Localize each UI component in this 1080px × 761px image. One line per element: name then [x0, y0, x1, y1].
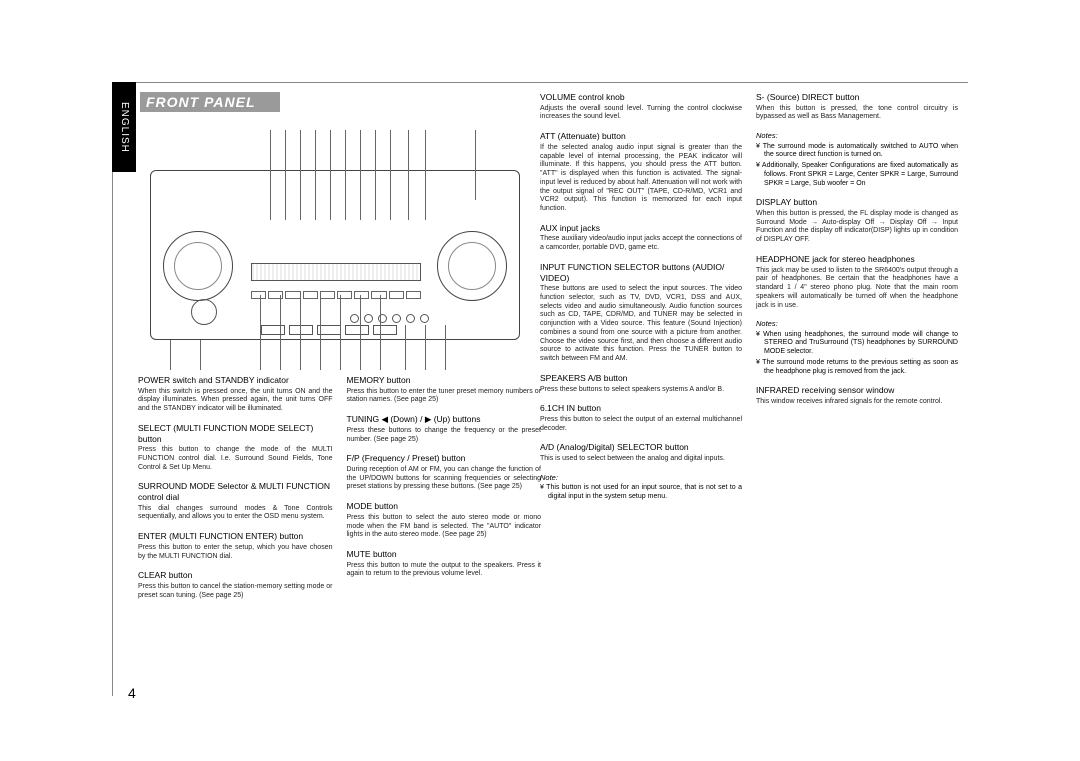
note-bullet: ¥ Additionally, Speaker Configurations a…	[756, 162, 958, 188]
section-heading: MUTE button	[347, 549, 542, 560]
section-heading: TUNING ◀ (Down) / ▶ (Up) buttons	[347, 414, 542, 425]
front-panel-diagram	[150, 130, 520, 360]
section-heading: POWER switch and STANDBY indicator	[138, 375, 333, 386]
section: S- (Source) DIRECT button When this butto…	[756, 92, 958, 122]
column-1: POWER switch and STANDBY indicator When t…	[138, 375, 333, 609]
section: POWER switch and STANDBY indicator When t…	[138, 375, 333, 414]
section-body: Press this button to enter the setup, wh…	[138, 544, 333, 562]
section-heading: SURROUND MODE Selector & MULTI FUNCTION …	[138, 481, 333, 502]
section-body: Press this button to enter the tuner pre…	[347, 388, 542, 406]
section-body: When this button is pressed, the FL disp…	[756, 210, 958, 245]
section-heading: S- (Source) DIRECT button	[756, 92, 958, 103]
section-body: If the selected analog audio input signa…	[540, 144, 742, 214]
section-heading: F/P (Frequency / Preset) button	[347, 453, 542, 464]
section-body: Press this button to change the mode of …	[138, 446, 333, 472]
section-heading: DISPLAY button	[756, 197, 958, 208]
section-body: These buttons are used to select the inp…	[540, 285, 742, 364]
section: MEMORY button Press this button to enter …	[347, 375, 542, 405]
section: MUTE button Press this button to mute the…	[347, 549, 542, 579]
section-heading: MEMORY button	[347, 375, 542, 386]
section: TUNING ◀ (Down) / ▶ (Up) buttons Press th…	[347, 414, 542, 444]
section-heading: ATT (Attenuate) button	[540, 131, 742, 142]
section: MODE button Press this button to select t…	[347, 501, 542, 540]
note-bullet: ¥ The surround mode returns to the previ…	[756, 359, 958, 377]
section-body: When this button is pressed, the tone co…	[756, 105, 958, 123]
section: CLEAR button Press this button to cancel …	[138, 570, 333, 600]
column-2: MEMORY button Press this button to enter …	[347, 375, 542, 609]
notes-label: Notes:	[756, 131, 958, 140]
section-heading: ENTER (MULTI FUNCTION ENTER) button	[138, 531, 333, 542]
section: INPUT FUNCTION SELECTOR buttons (AUDIO/ …	[540, 262, 742, 364]
section-heading: AUX input jacks	[540, 223, 742, 234]
note-bullet: ¥ The surround mode is automatically swi…	[756, 143, 958, 161]
section: F/P (Frequency / Preset) button During re…	[347, 453, 542, 492]
language-tab: ENGLISH	[112, 82, 136, 172]
section: VOLUME control knob Adjusts the overall s…	[540, 92, 742, 122]
section-body: Press this button to mute the output to …	[347, 562, 542, 580]
notes-label: Notes:	[756, 319, 958, 328]
section-heading: SELECT (MULTI FUNCTION MODE SELECT) butt…	[138, 423, 333, 444]
section: SELECT (MULTI FUNCTION MODE SELECT) butt…	[138, 423, 333, 473]
section-title: FRONT PANEL	[140, 92, 280, 112]
section-heading: MODE button	[347, 501, 542, 512]
section: AUX input jacksThese auxiliary video/aud…	[540, 223, 742, 253]
section: ATT (Attenuate) button If the selected an…	[540, 131, 742, 214]
section-heading: INPUT FUNCTION SELECTOR buttons (AUDIO/ …	[540, 262, 742, 283]
section-heading: VOLUME control knob	[540, 92, 742, 103]
section-body: Press this button to cancel the station-…	[138, 583, 333, 601]
section-body: These auxiliary video/audio input jacks …	[540, 235, 742, 253]
section-body: This dial changes surround modes & Tone …	[138, 505, 333, 523]
section: HEADPHONE jack for stereo headphones This…	[756, 254, 958, 310]
section-body: Press these buttons to change the freque…	[347, 427, 542, 445]
note-bullet: ¥ When using headphones, the surround mo…	[756, 331, 958, 357]
section-heading: HEADPHONE jack for stereo headphones	[756, 254, 958, 265]
section-body: During reception of AM or FM, you can ch…	[347, 466, 542, 492]
section: ENTER (MULTI FUNCTION ENTER) button Press…	[138, 531, 333, 561]
page-number: 4	[128, 685, 136, 701]
section: DISPLAY button When this button is presse…	[756, 197, 958, 245]
section-heading: CLEAR button	[138, 570, 333, 581]
section-body: This jack may be used to listen to the S…	[756, 267, 958, 311]
section-body: Adjusts the overall sound level. Turning…	[540, 105, 742, 123]
section-body: Press this button to select the auto ste…	[347, 514, 542, 540]
section-body: When this switch is pressed once, the un…	[138, 388, 333, 414]
section: SURROUND MODE Selector & MULTI FUNCTION …	[138, 481, 333, 522]
